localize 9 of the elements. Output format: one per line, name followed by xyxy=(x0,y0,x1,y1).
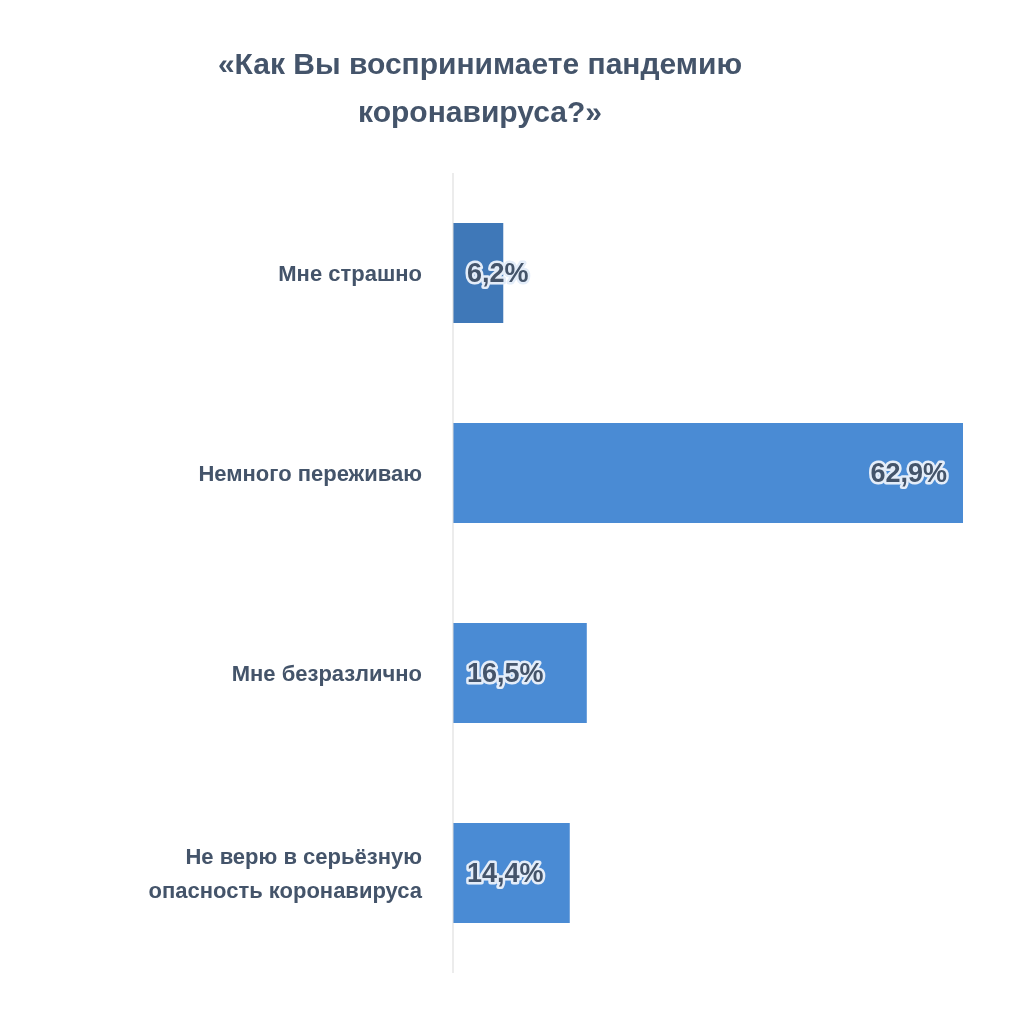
bar xyxy=(453,423,963,523)
data-label: 16,5% xyxy=(467,658,544,688)
y-tick-label: Мне страшно xyxy=(278,260,422,286)
y-tick-label: Мне безразлично xyxy=(231,660,422,686)
data-label: 14,4% xyxy=(467,858,544,888)
y-tick-label: Немного переживаю xyxy=(198,460,422,486)
y-tick-label: Не верю в серьёзную опасность коронавируса xyxy=(148,843,423,903)
data-label: 62,9% xyxy=(870,458,947,488)
chart-title: «Как Вы воспринимаете пандемию коронавируса?» xyxy=(217,46,743,128)
